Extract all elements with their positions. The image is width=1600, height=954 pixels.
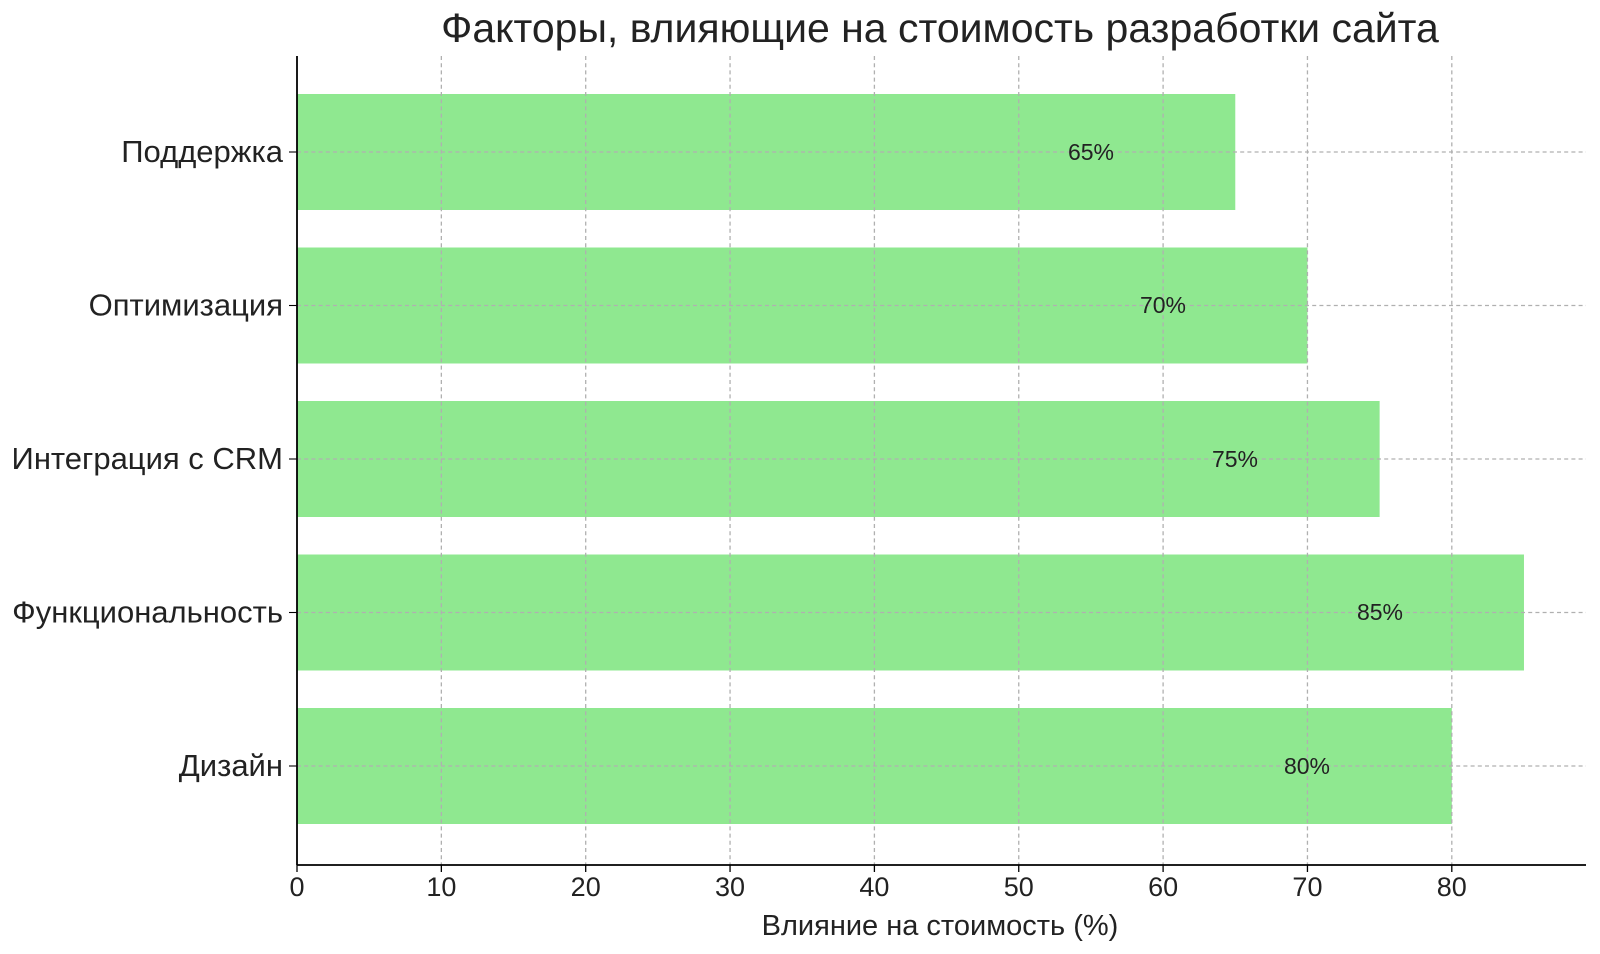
- svg-text:70%: 70%: [1140, 292, 1186, 318]
- svg-text:0: 0: [289, 872, 304, 902]
- svg-text:Влияние на стоимость (%): Влияние на стоимость (%): [762, 910, 1119, 942]
- svg-text:Поддержка: Поддержка: [121, 134, 283, 169]
- svg-text:65%: 65%: [1068, 139, 1114, 165]
- svg-text:60: 60: [1148, 872, 1178, 902]
- svg-text:30: 30: [715, 872, 745, 902]
- svg-text:Оптимизация: Оптимизация: [89, 288, 283, 323]
- svg-text:Факторы, влияющие на стоимость: Факторы, влияющие на стоимость разработк…: [441, 5, 1439, 51]
- svg-text:10: 10: [426, 872, 456, 902]
- svg-text:50: 50: [1004, 872, 1034, 902]
- svg-text:80: 80: [1437, 872, 1467, 902]
- svg-text:80%: 80%: [1284, 753, 1330, 779]
- svg-text:Интеграция с CRM: Интеграция с CRM: [12, 441, 283, 476]
- svg-text:85%: 85%: [1357, 599, 1403, 625]
- svg-text:75%: 75%: [1212, 446, 1258, 472]
- svg-text:40: 40: [859, 872, 889, 902]
- svg-text:Дизайн: Дизайн: [179, 748, 283, 783]
- svg-text:20: 20: [571, 872, 601, 902]
- svg-text:70: 70: [1292, 872, 1322, 902]
- svg-text:Функциональность: Функциональность: [12, 595, 283, 630]
